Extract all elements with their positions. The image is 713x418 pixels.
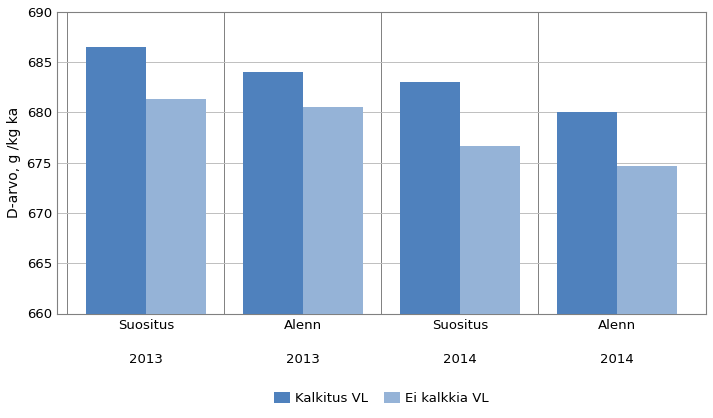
Bar	[558, 112, 617, 314]
Bar	[146, 99, 205, 314]
Legend: Kalkitus VL, Ei kalkkia VL: Kalkitus VL, Ei kalkkia VL	[269, 386, 494, 410]
Bar	[303, 107, 362, 314]
Bar	[243, 72, 303, 314]
Bar	[86, 47, 146, 314]
Y-axis label: D-arvo, g /kg ka: D-arvo, g /kg ka	[7, 107, 21, 218]
Bar	[617, 166, 677, 314]
Bar	[460, 145, 520, 314]
Bar	[400, 82, 460, 314]
